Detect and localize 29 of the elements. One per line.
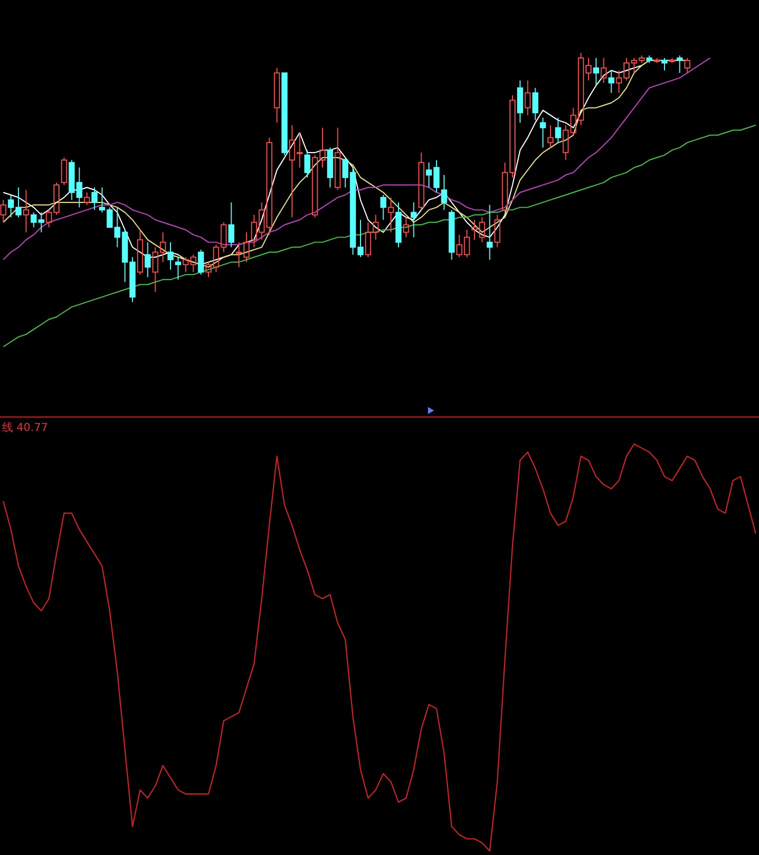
candlestick — [403, 216, 410, 238]
candlestick — [608, 70, 614, 94]
candlestick — [593, 57, 600, 86]
candlestick — [600, 57, 607, 84]
candlestick — [144, 242, 151, 278]
candlestick — [517, 80, 524, 124]
candlestick — [388, 196, 394, 233]
candlestick — [175, 256, 182, 280]
candlestick — [228, 202, 234, 248]
candlestick — [540, 117, 546, 148]
text: 线 40.77 — [2, 421, 48, 434]
candlestick — [168, 242, 174, 270]
candlestick — [524, 80, 531, 116]
candlestick — [486, 204, 493, 260]
candlestick — [304, 150, 310, 178]
candlestick — [396, 202, 402, 248]
candlestick — [555, 117, 562, 144]
candlestick — [494, 214, 500, 248]
candlestick — [562, 124, 569, 161]
candlestick — [38, 212, 44, 233]
candlestick — [274, 67, 280, 124]
candlestick — [410, 202, 417, 238]
candlestick — [76, 167, 82, 208]
candlestick — [0, 199, 6, 223]
candlestick — [266, 137, 272, 236]
candlestick — [548, 124, 554, 148]
candlestick — [23, 189, 30, 233]
candlestick — [441, 174, 448, 210]
candlestick — [92, 186, 98, 210]
